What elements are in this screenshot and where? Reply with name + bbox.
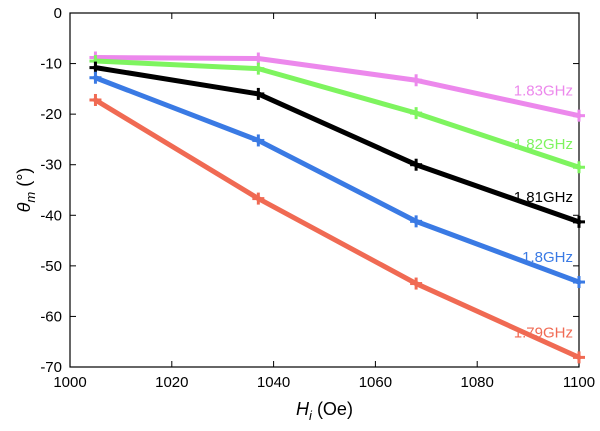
series-line-1.81GHz — [92, 65, 582, 225]
series-label: 1.82GHz — [514, 136, 573, 153]
series-line-1.83GHz — [92, 55, 582, 119]
data-point — [410, 158, 423, 171]
data-point — [252, 134, 265, 147]
x-axis-label: Hi (Oe) — [296, 399, 353, 423]
data-point — [252, 52, 265, 65]
data-point — [410, 215, 423, 228]
x-tick-label: 1060 — [359, 374, 392, 391]
data-point — [573, 351, 585, 364]
series-line-1.8GHz — [92, 75, 582, 285]
data-point — [573, 215, 585, 228]
data-point — [573, 161, 585, 174]
data-point — [410, 277, 423, 290]
x-tick-label: 1020 — [155, 374, 188, 391]
y-axis-label: θm (°) — [14, 168, 38, 213]
x-tick-label: 1080 — [461, 374, 494, 391]
data-point — [89, 71, 102, 84]
data-point — [89, 93, 102, 106]
series-label: 1.81GHz — [514, 189, 573, 206]
series-label: 1.83GHz — [514, 83, 573, 100]
x-tick-label: 1000 — [53, 374, 86, 391]
data-point — [252, 62, 265, 75]
data-point — [89, 61, 102, 74]
y-tick-label: -30 — [40, 157, 62, 174]
series-line-1.79GHz — [92, 97, 582, 360]
y-tick-label: -60 — [40, 308, 62, 325]
y-tick-label: 0 — [54, 5, 62, 22]
data-point — [410, 107, 423, 120]
series-line-1.82GHz — [92, 58, 582, 170]
data-point — [252, 87, 265, 100]
x-tick-label: 1100 — [563, 374, 595, 391]
y-tick-label: -50 — [40, 258, 62, 275]
x-tick-label: 1040 — [257, 374, 290, 391]
data-point — [573, 276, 585, 289]
y-tick-label: -70 — [40, 359, 62, 376]
series-label: 1.8GHz — [522, 249, 573, 266]
data-point — [252, 192, 265, 205]
y-tick-label: -10 — [40, 56, 62, 73]
series-label: 1.79GHz — [514, 324, 573, 341]
data-point — [410, 74, 423, 87]
y-tick-label: -20 — [40, 106, 62, 123]
data-point — [573, 109, 585, 122]
y-tick-label: -40 — [40, 207, 62, 224]
